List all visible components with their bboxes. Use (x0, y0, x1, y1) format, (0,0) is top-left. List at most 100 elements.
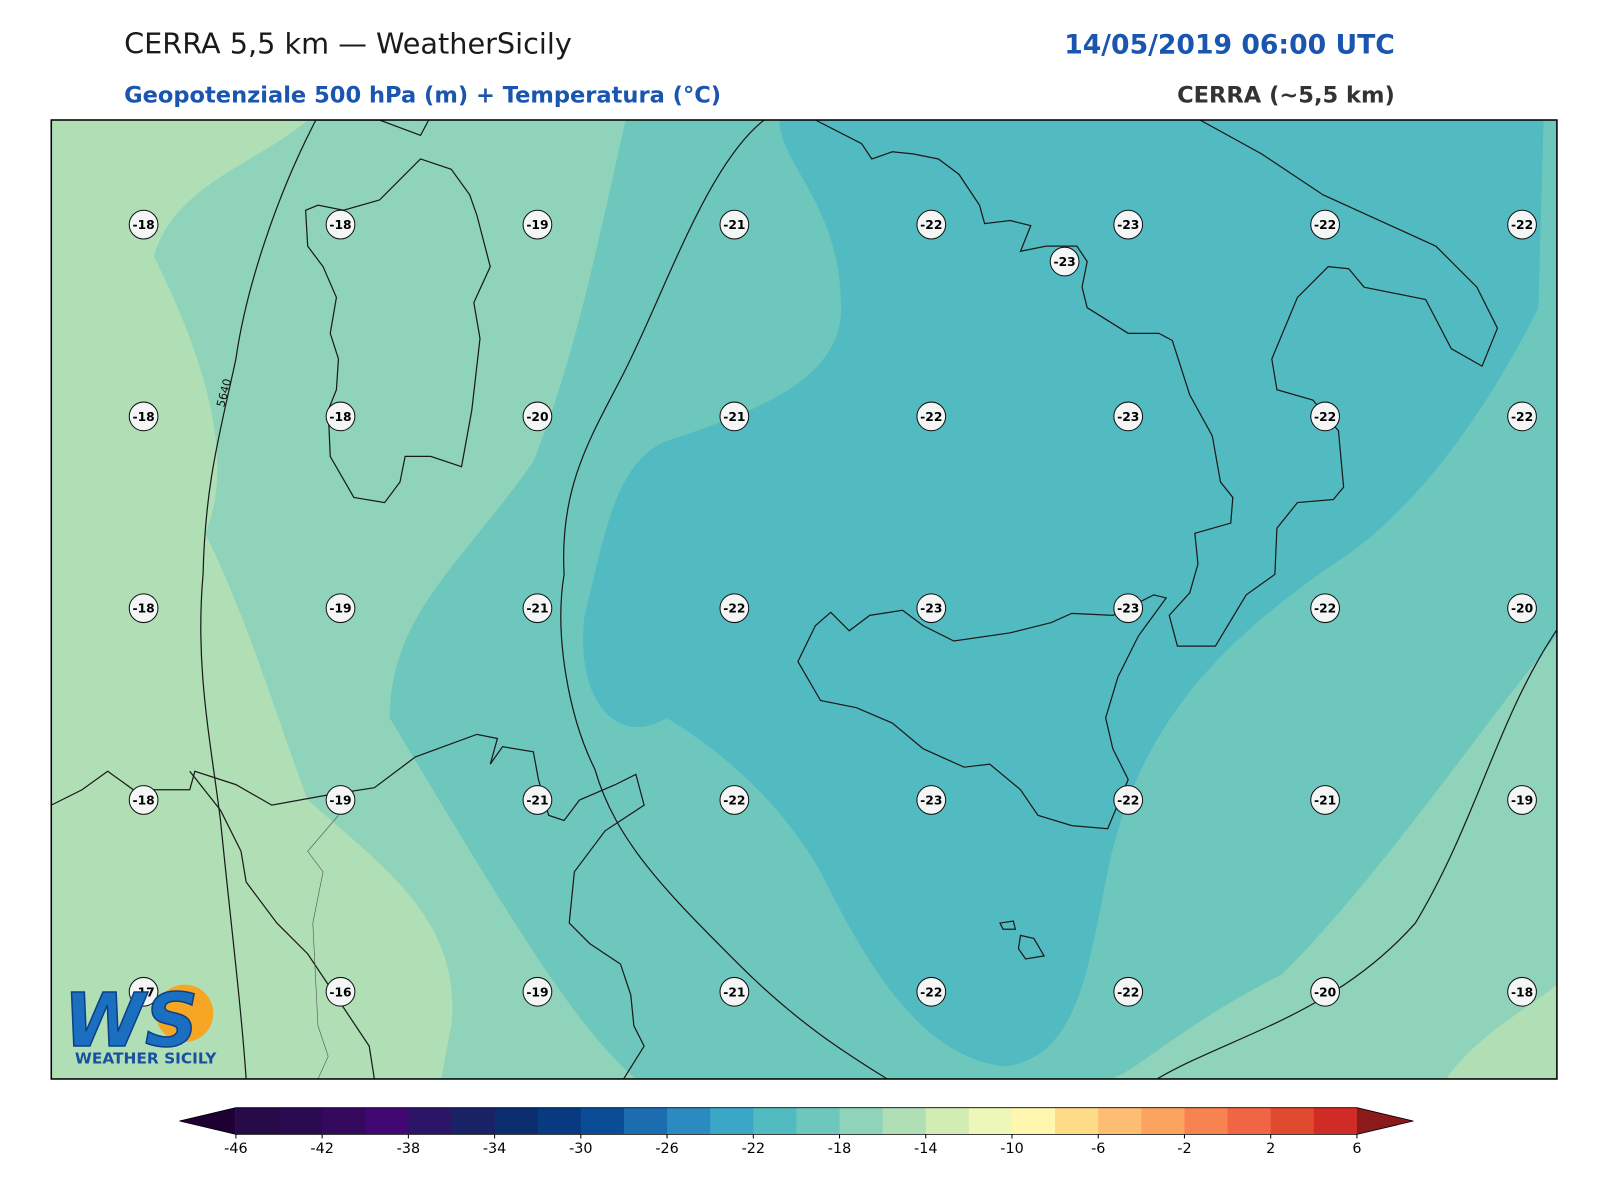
station-value: -18 (329, 410, 351, 424)
colorbar-tick-label: -10 (1000, 1141, 1023, 1157)
coastline (815, 119, 1499, 647)
logo: WS WEATHER SICILY (63, 977, 217, 1068)
station-value: -22 (920, 985, 942, 999)
field (51, 119, 453, 1079)
colorbar-bin (1270, 1107, 1315, 1135)
station-value: -22 (1511, 410, 1533, 424)
station-marker (522, 976, 553, 1007)
station-marker (1310, 209, 1340, 240)
station-marker (522, 593, 553, 624)
station-value: -18 (132, 602, 154, 616)
station-marker (1507, 401, 1537, 432)
station-value: -21 (723, 985, 745, 999)
station-value: -17 (132, 985, 154, 999)
station-marker (522, 209, 553, 240)
station-value: -21 (526, 602, 548, 616)
colorbar-tick-label: -46 (224, 1141, 247, 1157)
colorbar-bin (1055, 1107, 1099, 1135)
station-value: -19 (526, 985, 548, 999)
colorbar-bin (925, 1107, 970, 1135)
colorbar-bin (968, 1107, 1013, 1135)
colorbar-tick-label: -14 (914, 1141, 937, 1157)
logo-caption: WEATHER SICILY (75, 1050, 217, 1068)
field (1446, 984, 1557, 1079)
isohypse (200, 119, 317, 1079)
station-marker (916, 401, 947, 432)
colorbar-bin (1184, 1107, 1229, 1135)
colorbar-bin (451, 1107, 496, 1135)
isohypse (560, 119, 888, 1079)
station-marker (1310, 401, 1340, 432)
colorbar-bin (537, 1107, 582, 1135)
colorbar-tick-label: -34 (483, 1141, 506, 1157)
field (583, 120, 1544, 1067)
station-marker (128, 785, 159, 815)
colorbar-bin (1227, 1107, 1272, 1135)
colorbar-bin (796, 1107, 841, 1135)
map: 5640 -18 -18 -19 -21 -22 -23 -22 -22-18 -18 -20 -2… (51, 119, 1557, 1079)
colorbar-bin (839, 1107, 884, 1135)
coastline (51, 733, 645, 1079)
source: CERRA (~5,5 km) (1177, 83, 1395, 109)
station-marker (128, 209, 159, 240)
station-marker (1507, 593, 1537, 624)
station-marker (522, 401, 553, 432)
station-value: -22 (1314, 218, 1336, 232)
station-marker (719, 785, 750, 815)
station-value: -23 (920, 602, 942, 616)
station-value: -19 (1511, 794, 1533, 808)
station-marker (1507, 976, 1537, 1007)
subtitle: Geopotenziale 500 hPa (m) + Temperatura … (124, 83, 721, 109)
station-value: -21 (1314, 794, 1336, 808)
colorbar-under (179, 1107, 236, 1135)
station-value: -23 (920, 794, 942, 808)
station-marker (719, 401, 750, 432)
colorbar-bin (494, 1107, 539, 1135)
colorbar-bin (1011, 1107, 1056, 1135)
colorbar-bin (322, 1107, 366, 1135)
colorbar-bin (1141, 1107, 1185, 1135)
station-value: -16 (329, 985, 351, 999)
station-marker (325, 209, 356, 240)
stations: -18 -18 -19 -21 -22 -23 -22 -22 -18 -18 -20 -21 -22 -… (128, 209, 1537, 1007)
station-marker (719, 593, 750, 624)
colorbar-bin (235, 1107, 280, 1135)
station-value: -22 (1117, 985, 1139, 999)
station-value: -18 (1511, 985, 1533, 999)
station-marker (1113, 976, 1144, 1007)
station-value: -21 (526, 794, 548, 808)
station-marker (1113, 209, 1144, 240)
station-value: -18 (329, 218, 351, 232)
station-marker (916, 593, 947, 624)
colorbar-tick-label: -2 (1177, 1141, 1191, 1157)
station-value: -20 (1314, 985, 1336, 999)
colorbar: -46 -42 -38 -34 -30 -26 -22 -18 -14 -10 -6 -2 2 6 (179, 1107, 1414, 1157)
station-marker (128, 401, 159, 432)
colorbar-tick-label: -26 (655, 1141, 678, 1157)
datetime: 14/05/2019 06:00 UTC (1064, 29, 1395, 60)
station-value: -21 (723, 410, 745, 424)
colorbar-tick-label: -42 (310, 1141, 333, 1157)
border (189, 770, 375, 1079)
station-value: -18 (132, 218, 154, 232)
colorbar-bin (408, 1107, 452, 1135)
station-marker (1507, 785, 1537, 815)
station-marker (1310, 976, 1340, 1007)
coastline (797, 594, 1168, 960)
colorbar-tick-label: -18 (828, 1141, 851, 1157)
station-value: -19 (329, 602, 351, 616)
station-marker (325, 785, 356, 815)
station-marker (719, 209, 750, 240)
station-value: -19 (329, 794, 351, 808)
isohypse (1156, 629, 1557, 1079)
colorbar-tick-label: -38 (397, 1141, 420, 1157)
station-marker (916, 976, 947, 1007)
station-value: -22 (1314, 602, 1336, 616)
colorbar-bin (623, 1107, 668, 1135)
colorbar-bin (279, 1107, 323, 1135)
coastline (305, 119, 491, 504)
station-marker (916, 785, 947, 815)
station-marker (1507, 209, 1537, 240)
station-marker (128, 976, 159, 1007)
